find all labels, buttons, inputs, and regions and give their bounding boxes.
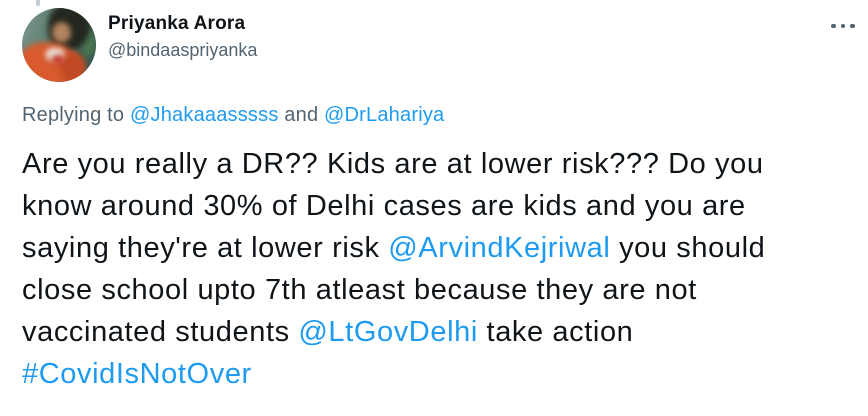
- mention-link[interactable]: @LtGovDelhi: [298, 316, 478, 348]
- mention-link[interactable]: @ArvindKejriwal: [388, 232, 611, 264]
- more-options-icon: [831, 23, 836, 29]
- avatar-photo-face: [52, 22, 71, 43]
- more-options-icon: [850, 23, 855, 29]
- display-name[interactable]: Priyanka Arora: [108, 13, 246, 34]
- hashtag-link[interactable]: #CovidIsNotOver: [22, 358, 252, 390]
- tweet-text-segment: Are you really a DR?? Kids are at lower …: [22, 148, 764, 264]
- reply-mention-link[interactable]: @Jhakaaasssss: [130, 104, 279, 126]
- avatar-photo-object-accent: [52, 55, 64, 64]
- reply-conjunction: and: [278, 104, 325, 126]
- more-options-button[interactable]: [830, 18, 856, 34]
- user-handle[interactable]: @bindaaspriyanka: [108, 40, 258, 60]
- tweet-text-segment: you should close school upto 7th atleast…: [22, 232, 766, 348]
- tweet-text: Are you really a DR?? Kids are at lower …: [22, 143, 856, 395]
- tweet-text-segment: take action: [486, 316, 634, 348]
- avatar[interactable]: [22, 8, 96, 82]
- avatar-photo-clothing-shade: [60, 52, 86, 82]
- replying-to-line: Replying to @Jhakaaasssss and @DrLahariy…: [22, 104, 444, 127]
- thread-line-remnant: [36, 0, 40, 6]
- reply-mention-link[interactable]: @DrLahariya: [324, 104, 445, 126]
- more-options-icon: [840, 23, 846, 29]
- replying-to-label: Replying to: [22, 104, 131, 126]
